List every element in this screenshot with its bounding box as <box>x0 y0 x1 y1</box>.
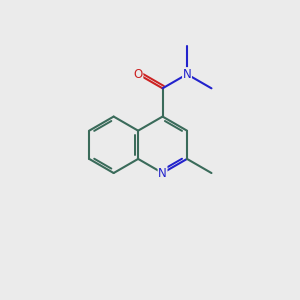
Text: O: O <box>134 68 143 81</box>
Text: N: N <box>183 68 191 81</box>
Text: N: N <box>158 167 167 179</box>
